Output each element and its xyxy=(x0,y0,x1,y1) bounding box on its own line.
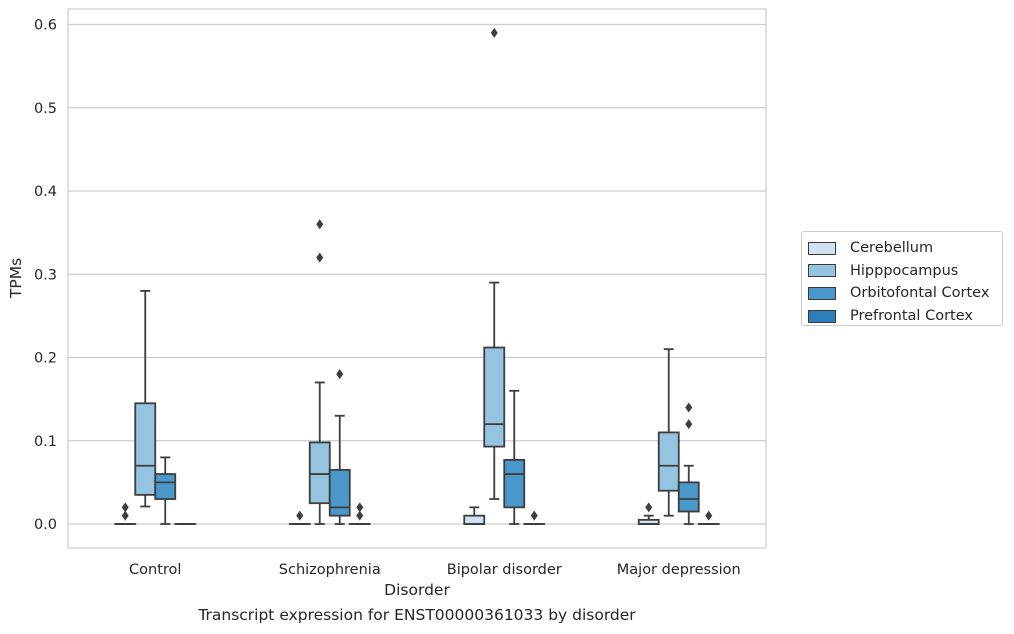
legend-label-prefrontal-cortex: Prefrontal Cortex xyxy=(850,308,973,325)
y-tick-label: 0.2 xyxy=(34,351,57,367)
outlier-point xyxy=(316,219,324,230)
outlier-point xyxy=(121,502,129,513)
outlier-point xyxy=(356,502,364,513)
grid-lines xyxy=(68,23,766,525)
box-major-depression-hipppocampus xyxy=(657,348,680,517)
box-iqr xyxy=(328,468,351,517)
legend-item-orbitofrontal-cortex: Orbitofontal Cortex xyxy=(808,282,1002,305)
y-tick-labels: 0.0 0.1 0.2 0.3 0.4 0.5 0.6 xyxy=(34,18,57,534)
box-bipolar-disorder-orbitofontal-cortex xyxy=(503,389,526,525)
box-major-depression-prefrontal-cortex xyxy=(697,510,720,525)
x-axis-title: Disorder xyxy=(384,581,450,599)
outlier-point xyxy=(705,510,713,521)
legend-swatch-prefrontal-cortex xyxy=(808,309,836,323)
legend-swatch-hippocampus xyxy=(808,264,836,278)
y-tick-label: 0.5 xyxy=(34,101,57,117)
box-iqr xyxy=(503,458,526,509)
outlier-point xyxy=(685,419,693,430)
legend-swatch-orbitofrontal-cortex xyxy=(808,286,836,300)
box-control-cerebellum xyxy=(114,502,137,525)
legend-swatch-cerebellum xyxy=(808,241,836,255)
legend-item-cerebellum: Cerebellum xyxy=(808,237,1002,260)
box-iqr xyxy=(134,402,157,496)
box-iqr xyxy=(677,481,700,513)
x-tick-label-schizophrenia: Schizophrenia xyxy=(279,562,381,578)
box-schizophrenia-orbitofontal-cortex xyxy=(328,369,351,525)
boxes xyxy=(114,27,720,525)
y-axis-title: TPMs xyxy=(7,258,25,299)
y-tick-label: 0.0 xyxy=(34,517,57,533)
legend-label-hippocampus: Hipppocampus xyxy=(850,262,959,279)
box-iqr xyxy=(463,514,486,525)
outlier-point xyxy=(121,510,129,521)
box-major-depression-cerebellum xyxy=(637,502,660,525)
outlier-point xyxy=(645,502,653,513)
outlier-point xyxy=(356,510,364,521)
outlier-point xyxy=(490,27,498,38)
x-tick-label-control: Control xyxy=(129,562,181,578)
box-iqr xyxy=(308,441,331,505)
box-major-depression-orbitofontal-cortex xyxy=(677,402,700,525)
outlier-point xyxy=(316,252,324,263)
legend-item-hippocampus: Hipppocampus xyxy=(808,260,1002,283)
y-tick-label: 0.6 xyxy=(34,18,57,34)
legend-label-cerebellum: Cerebellum xyxy=(850,240,934,257)
x-tick-label-bipolar-disorder: Bipolar disorder xyxy=(447,562,562,578)
legend-label-orbitofrontal-cortex: Orbitofontal Cortex xyxy=(850,285,990,302)
outlier-point xyxy=(530,510,538,521)
outlier-point xyxy=(336,369,344,380)
box-schizophrenia-hipppocampus xyxy=(308,219,331,525)
box-control-hipppocampus xyxy=(134,289,157,508)
box-control-orbitofontal-cortex xyxy=(154,456,177,525)
y-tick-label: 0.4 xyxy=(34,184,57,200)
plot-frame xyxy=(67,8,767,549)
box-bipolar-disorder-prefrontal-cortex xyxy=(523,510,546,525)
box-schizophrenia-prefrontal-cortex xyxy=(348,502,371,525)
box-iqr xyxy=(154,473,177,500)
box-iqr xyxy=(483,346,506,448)
y-tick-label: 0.1 xyxy=(34,434,57,450)
x-tick-labels: Control Schizophrenia Bipolar disorder Majo… xyxy=(129,562,741,578)
box-bipolar-disorder-hipppocampus xyxy=(483,27,506,500)
x-tick-label-major-depression: Major depression xyxy=(617,562,741,578)
outlier-point xyxy=(296,510,304,521)
legend-item-prefrontal-cortex: Prefrontal Cortex xyxy=(808,305,1002,328)
y-tick-label: 0.3 xyxy=(34,267,57,283)
box-bipolar-disorder-cerebellum xyxy=(463,506,486,525)
chart-caption: Transcript expression for ENST0000036103… xyxy=(198,606,636,624)
outlier-point xyxy=(685,402,693,413)
legend: Cerebellum Hipppocampus Orbitofontal Cor… xyxy=(801,231,1003,326)
box-iqr xyxy=(657,431,680,492)
box-schizophrenia-cerebellum xyxy=(288,510,311,525)
